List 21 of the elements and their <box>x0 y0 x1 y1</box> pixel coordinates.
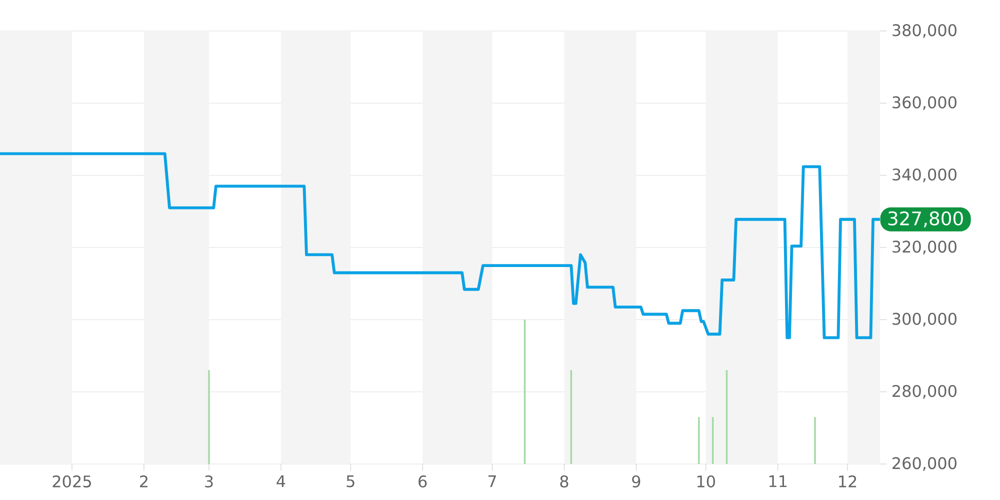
x-tick-label: 8 <box>560 475 568 488</box>
y-tick-label: 320,000 <box>892 240 956 254</box>
x-tick-label: 2025 <box>52 475 91 488</box>
x-tick-label: 5 <box>346 475 354 488</box>
x-tick-label: 7 <box>488 475 496 488</box>
y-tick-label: 340,000 <box>892 168 956 182</box>
x-tick-label: 11 <box>769 475 787 488</box>
x-tick-label: 10 <box>697 475 715 488</box>
x-tick-label: 3 <box>205 475 213 488</box>
y-tick-label: 380,000 <box>892 24 956 38</box>
line-series <box>0 152 880 340</box>
y-tick-label: 300,000 <box>892 312 956 327</box>
x-tick-label: 12 <box>839 475 856 488</box>
x-tick-label: 2 <box>140 475 148 488</box>
y-tick-label: 360,000 <box>892 96 956 110</box>
x-tick-label: 6 <box>418 475 427 488</box>
y-tick-label: 260,000 <box>892 457 956 471</box>
x-tick-label: 9 <box>632 475 640 488</box>
annotation: 327,800 <box>888 211 963 228</box>
y-tick-label: 280,000 <box>892 384 956 399</box>
x-tick-label: 4 <box>276 475 286 488</box>
